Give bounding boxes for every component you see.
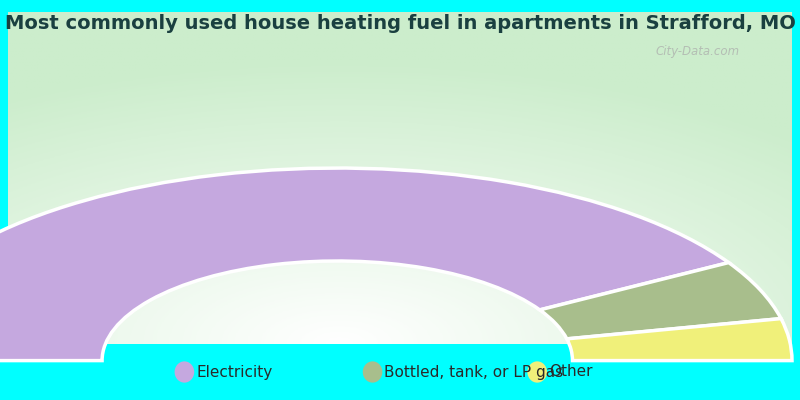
Circle shape bbox=[0, 141, 800, 400]
Circle shape bbox=[0, 56, 800, 400]
Circle shape bbox=[213, 238, 587, 396]
Circle shape bbox=[299, 275, 501, 360]
Circle shape bbox=[0, 98, 800, 400]
Circle shape bbox=[256, 256, 544, 378]
Circle shape bbox=[0, 68, 800, 400]
Ellipse shape bbox=[527, 361, 547, 383]
Circle shape bbox=[0, 74, 800, 400]
Circle shape bbox=[127, 202, 673, 400]
Circle shape bbox=[70, 178, 730, 400]
Circle shape bbox=[170, 220, 630, 400]
Circle shape bbox=[285, 269, 515, 366]
Circle shape bbox=[242, 250, 558, 384]
Circle shape bbox=[386, 311, 414, 324]
Circle shape bbox=[0, 129, 800, 400]
Circle shape bbox=[0, 7, 800, 400]
Wedge shape bbox=[567, 318, 792, 361]
Circle shape bbox=[184, 226, 616, 400]
Circle shape bbox=[0, 44, 800, 400]
Circle shape bbox=[328, 287, 472, 348]
Circle shape bbox=[0, 92, 800, 400]
Text: City-Data.com: City-Data.com bbox=[656, 45, 740, 58]
Text: Other: Other bbox=[549, 364, 593, 380]
Circle shape bbox=[0, 25, 800, 400]
Circle shape bbox=[113, 196, 687, 400]
Circle shape bbox=[0, 19, 800, 400]
Circle shape bbox=[0, 110, 800, 400]
Ellipse shape bbox=[174, 361, 194, 383]
Circle shape bbox=[98, 190, 702, 400]
Circle shape bbox=[41, 165, 759, 400]
Circle shape bbox=[0, 62, 800, 400]
Circle shape bbox=[270, 263, 530, 372]
Circle shape bbox=[142, 208, 658, 400]
Circle shape bbox=[156, 214, 644, 400]
Circle shape bbox=[0, 104, 800, 400]
Circle shape bbox=[0, 13, 800, 400]
Ellipse shape bbox=[362, 361, 382, 383]
Circle shape bbox=[12, 153, 788, 400]
Circle shape bbox=[0, 116, 800, 400]
Text: Most commonly used house heating fuel in apartments in Strafford, MO: Most commonly used house heating fuel in… bbox=[5, 14, 795, 33]
Circle shape bbox=[342, 293, 458, 342]
Circle shape bbox=[0, 80, 800, 400]
Circle shape bbox=[0, 31, 800, 400]
Circle shape bbox=[227, 244, 573, 390]
Circle shape bbox=[0, 147, 800, 400]
Circle shape bbox=[26, 159, 774, 400]
Circle shape bbox=[84, 184, 716, 400]
Circle shape bbox=[198, 232, 602, 400]
Circle shape bbox=[0, 86, 800, 400]
Circle shape bbox=[314, 281, 486, 354]
Text: Bottled, tank, or LP gas: Bottled, tank, or LP gas bbox=[384, 364, 563, 380]
Circle shape bbox=[0, 50, 800, 400]
Circle shape bbox=[0, 123, 800, 400]
Circle shape bbox=[0, 38, 800, 400]
Circle shape bbox=[357, 299, 443, 336]
Text: Electricity: Electricity bbox=[196, 364, 273, 380]
Wedge shape bbox=[540, 262, 781, 339]
Wedge shape bbox=[0, 168, 729, 361]
Circle shape bbox=[0, 135, 800, 400]
Circle shape bbox=[55, 171, 745, 400]
Circle shape bbox=[371, 305, 429, 330]
